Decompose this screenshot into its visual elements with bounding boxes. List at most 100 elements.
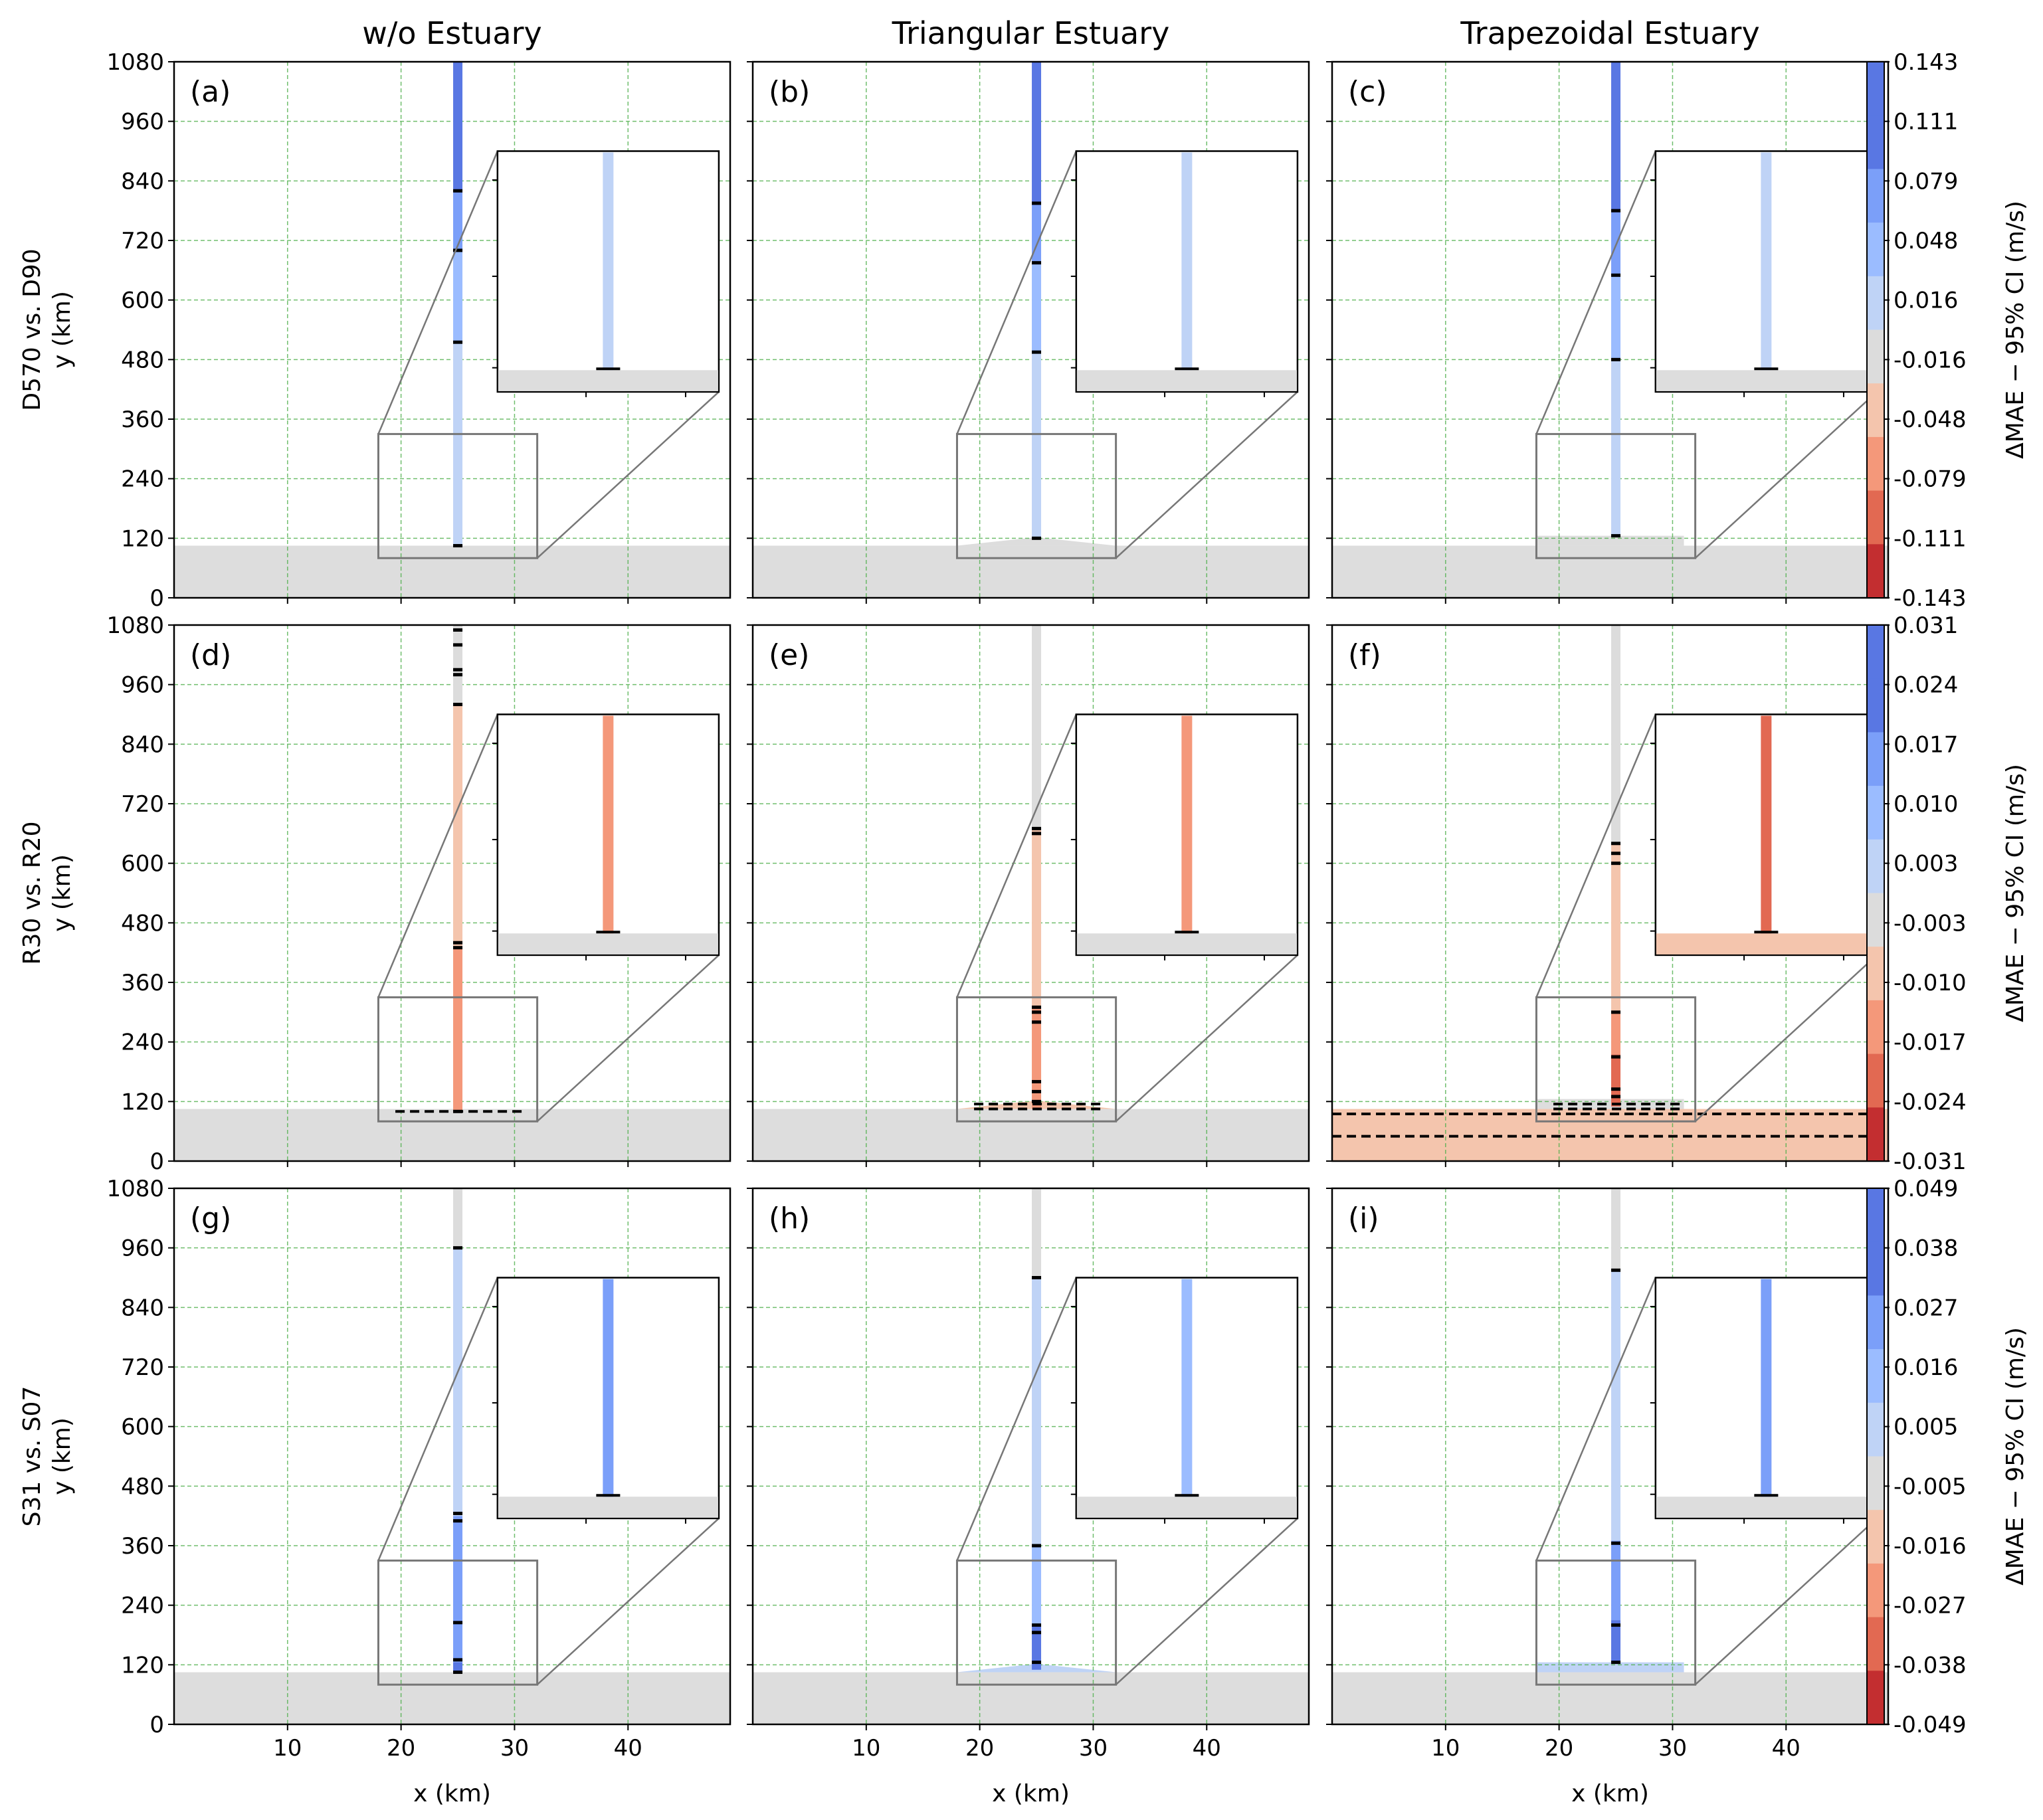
colorbar-cell [1867,1107,1884,1162]
axes-frame [751,60,1310,599]
panel-label: (a) [190,75,231,109]
channel-segment [1032,1277,1042,1546]
channel-segment [453,342,463,546]
colorbar-tick-label: 0.027 [1894,1295,1958,1321]
land-band [753,545,1309,598]
land-band [174,1672,730,1724]
colorbar-tick-label: 0.016 [1894,288,1958,314]
zoom-connector [1694,391,1878,559]
inset-land [498,1497,718,1518]
zoom-connector [1694,954,1878,1123]
row-label: R30 vs. R20 [19,821,46,964]
channel-segment [453,704,463,948]
x-axis-label: x (km) [992,1780,1070,1807]
channel-segment [453,947,463,1112]
plot-area [1332,1188,1888,1724]
colorbar-cell [1867,544,1884,598]
axes-frame [751,624,1310,1162]
x-axis-label: x (km) [413,1780,491,1807]
inset-land [1656,1497,1876,1518]
colorbar-tick-label: -0.048 [1894,407,1967,433]
y-tick-label: 120 [121,525,164,552]
panel-label: (c) [1348,75,1387,109]
inset-channel [603,715,614,934]
colorbar-tick-label: 0.048 [1894,228,1958,254]
y-tick-label: 600 [121,288,164,314]
land-band [174,1109,730,1161]
y-tick-label: 480 [121,910,164,937]
colorbar-tick-label: 0.010 [1894,791,1958,818]
axes-frame [1331,60,1890,599]
zoom-connector [377,714,498,998]
column-title: Triangular Estuary [892,15,1170,51]
y-tick-label: 600 [121,1414,164,1441]
channel-segment [1611,1054,1621,1107]
colorbar-tick-label: 0.003 [1894,851,1958,877]
zoom-connector [377,1277,498,1561]
colorbar-cell [1867,1671,1884,1725]
inset-land [1076,933,1297,955]
zoom-connector [956,714,1077,998]
channel-segment [1032,62,1042,203]
colorbar-tick-label: -0.038 [1894,1652,1967,1679]
zoom-box [955,432,1118,559]
colorbar-tick-label: -0.027 [1894,1593,1967,1619]
y-tick-label: 720 [121,1354,164,1381]
axes-frame [751,1187,1310,1726]
colorbar-cell [1867,1053,1884,1108]
colorbar-cell [1867,1241,1884,1296]
channel-segment [1611,359,1621,536]
colorbar-tick-label: -0.049 [1894,1712,1967,1738]
colorbar-tick-label: -0.024 [1894,1089,1967,1115]
colorbar-tick-label: 0.024 [1894,672,1958,699]
channel-segment [1032,625,1042,829]
panel-label: (h) [769,1202,810,1235]
colorbar-tick-label: -0.005 [1894,1473,1967,1500]
y-tick-label: 840 [121,731,164,758]
panel-b: (b) [747,60,1310,604]
plot-area [174,1188,730,1724]
inset-channel [603,1279,614,1497]
channel-segment [453,1662,463,1673]
zoom-connector [536,391,720,559]
plot-area [753,1188,1309,1724]
inset-land [1656,933,1876,955]
colorbar-cell [1867,839,1884,893]
colorbar-cell [1867,1617,1884,1671]
colorbar-frame [1866,624,1885,1162]
y-tick-label: 0 [149,585,164,612]
colorbar-cell [1867,436,1884,492]
zoom-box [1535,432,1697,559]
y-tick-label: 240 [121,1593,164,1619]
colorbar-cell [1867,490,1884,545]
colorbar-tick-label: 0.111 [1894,109,1958,136]
zoom-connector [1535,714,1656,998]
channel-segment [1611,275,1621,360]
inset-channel [1181,152,1193,371]
channel-segment [453,1188,463,1248]
plot-area [753,625,1309,1161]
panel-label: (i) [1348,1202,1379,1235]
y-tick-label: 840 [121,1295,164,1321]
column-title: Trapezoidal Estuary [1460,15,1759,51]
zoom-connector [1694,1517,1878,1686]
zoom-box [1535,996,1697,1123]
zoom-connector [1115,391,1298,559]
colorbar: 0.049 0.038 0.027 0.016 0.005 -0.005 -0.016 -0.… [1866,1176,2029,1738]
channel-segment [1032,1007,1042,1109]
channel-segment [453,250,463,343]
channel-segment [1611,211,1621,276]
zoom-box [955,1559,1118,1686]
x-tick-label: 40 [1772,1735,1800,1762]
land-band [1332,1672,1888,1724]
colorbar-tick-label: 0.038 [1894,1235,1958,1262]
panel-label: (b) [769,75,810,109]
channel-segment [1032,262,1042,353]
inset-channel [1761,1279,1772,1497]
channel-segment [1032,352,1042,539]
colorbar-tick-label: 0.049 [1894,1176,1958,1202]
y-tick-label: 1080 [106,612,164,639]
panel-e: (e) [747,624,1310,1167]
x-tick-label: 20 [1545,1735,1573,1762]
